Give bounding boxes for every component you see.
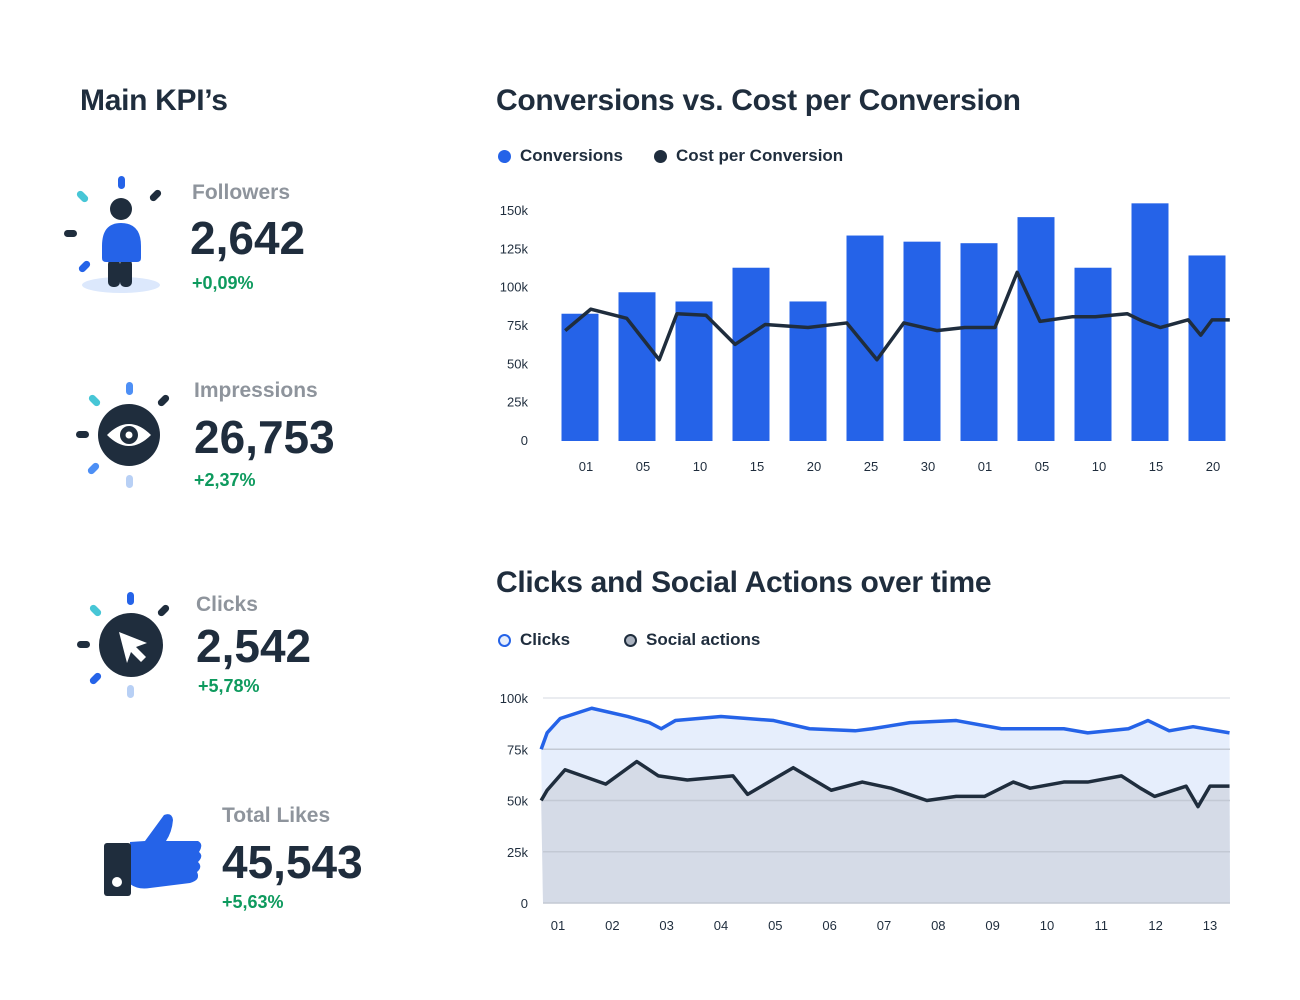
legend-dot-clicks [498, 633, 511, 647]
x-tick-label: 06 [822, 918, 836, 933]
x-tick-label: 01 [551, 918, 565, 933]
bar-conversions [1074, 267, 1112, 441]
clicks-value: 2,542 [196, 620, 312, 672]
impressions-label: Impressions [194, 379, 318, 402]
y-tick-label: 100k [500, 280, 529, 295]
x-tick-label: 15 [750, 459, 764, 474]
followers-change: +0,09% [192, 273, 254, 293]
y-tick-label: 0 [521, 433, 528, 448]
y-tick-label: 75k [507, 318, 528, 333]
bar-conversions [903, 241, 941, 441]
bar-conversions [732, 267, 770, 441]
x-tick-label: 10 [1040, 918, 1054, 933]
legend-label: Social actions [646, 630, 761, 649]
total-likes-value: 45,543 [222, 836, 363, 888]
clicks-chart-title: Clicks and Social Actions over time [496, 566, 992, 599]
legend-label: Conversions [520, 146, 623, 165]
total-likes-change: +5,63% [222, 892, 284, 912]
clicks-label: Clicks [196, 593, 258, 616]
legend-social-actions[interactable]: Social actions [624, 630, 760, 650]
y-tick-label: 150k [500, 203, 529, 218]
legend-clicks[interactable]: Clicks [498, 630, 570, 650]
impressions-value: 26,753 [194, 411, 335, 463]
line-clicks [539, 706, 1230, 750]
bar-conversions [675, 301, 713, 441]
y-tick-label: 125k [500, 241, 529, 256]
person-icon [62, 174, 162, 296]
x-tick-label: 12 [1148, 918, 1162, 933]
eye-icon [74, 380, 174, 490]
x-tick-label: 13 [1203, 918, 1217, 933]
x-tick-label: 07 [877, 918, 891, 933]
y-tick-label: 25k [507, 395, 528, 410]
legend-dot-social [624, 633, 637, 647]
bar-conversions [561, 313, 599, 441]
y-tick-label: 100k [500, 691, 529, 706]
x-tick-label: 05 [768, 918, 782, 933]
legend-conversions[interactable]: Conversions [498, 146, 623, 166]
legend-dot-cost [654, 149, 667, 163]
x-tick-label: 25 [864, 459, 878, 474]
clicks-change: +5,78% [198, 676, 260, 696]
x-tick-label: 20 [807, 459, 821, 474]
bar-conversions [960, 243, 998, 441]
y-tick-label: 50k [507, 794, 528, 809]
x-tick-label: 15 [1149, 459, 1163, 474]
kpi-panel-title: Main KPI’s [80, 84, 228, 117]
cursor-icon [74, 590, 174, 700]
x-tick-label: 09 [985, 918, 999, 933]
x-tick-label: 05 [636, 459, 650, 474]
followers-value: 2,642 [190, 212, 306, 264]
impressions-change: +2,37% [194, 470, 256, 490]
x-tick-label: 03 [659, 918, 673, 933]
x-tick-label: 01 [978, 459, 992, 474]
thumbs-up-icon [100, 810, 210, 900]
conversions-chart-title: Conversions vs. Cost per Conversion [496, 84, 1021, 117]
x-tick-label: 30 [921, 459, 935, 474]
area-social-actions [541, 761, 1230, 903]
y-tick-label: 25k [507, 845, 528, 860]
x-tick-label: 20 [1206, 459, 1220, 474]
bar-conversions [1188, 255, 1226, 441]
x-tick-label: 10 [1092, 459, 1106, 474]
bar-conversions [1017, 217, 1055, 441]
x-tick-label: 04 [714, 918, 728, 933]
x-tick-label: 02 [605, 918, 619, 933]
line-social-actions [539, 759, 1230, 809]
x-tick-label: 11 [1095, 918, 1109, 933]
y-tick-label: 50k [507, 356, 528, 371]
y-tick-label: 0 [521, 896, 528, 911]
total-likes-label: Total Likes [222, 804, 331, 827]
x-tick-label: 01 [579, 459, 593, 474]
x-tick-label: 10 [693, 459, 707, 474]
legend-cost-per-conversion[interactable]: Cost per Conversion [654, 146, 843, 166]
legend-label: Cost per Conversion [676, 146, 844, 165]
x-tick-label: 08 [931, 918, 945, 933]
followers-label: Followers [192, 181, 291, 204]
line-cost-per-conversion [564, 270, 1230, 362]
bar-conversions [846, 235, 884, 441]
legend-dot-conversions [498, 149, 511, 163]
legend-label: Clicks [520, 630, 571, 649]
y-tick-label: 75k [507, 742, 528, 757]
x-tick-label: 05 [1035, 459, 1049, 474]
